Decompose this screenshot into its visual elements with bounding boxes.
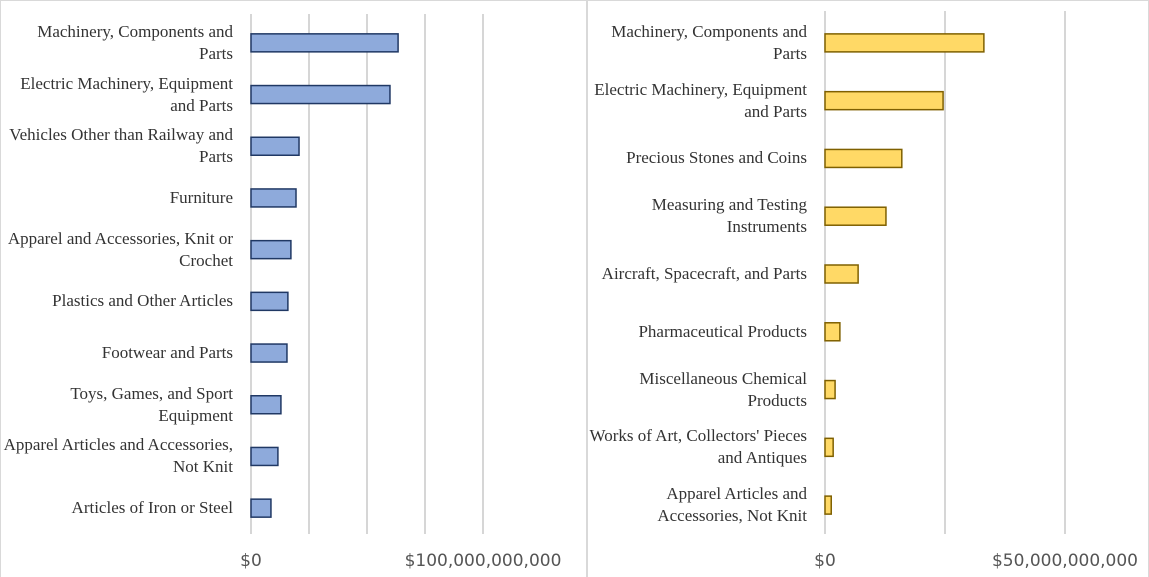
bar — [250, 498, 272, 518]
category-label: Measuring and Testing Instruments — [651, 195, 807, 237]
category-label: Apparel and Accessories, Knit or Crochet — [7, 228, 233, 270]
category-label: Apparel Articles and Accessories, Not Kn… — [657, 484, 807, 526]
bar — [250, 239, 292, 260]
category-label: Articles of Iron or Steel — [71, 498, 233, 518]
category-label: Works of Art, Collectors' Pieces and Ant… — [589, 426, 807, 468]
x-tick-label: $50,000,000,000 — [992, 551, 1138, 571]
bar — [250, 136, 300, 156]
bar — [824, 148, 903, 169]
bar — [824, 264, 859, 284]
x-tick-label: $0 — [814, 551, 836, 571]
category-label: Electric Machinery, Equipment and Parts — [594, 79, 807, 121]
category-label: Furniture — [169, 187, 233, 207]
bar — [824, 379, 836, 400]
x-tick-label: $0 — [240, 551, 262, 571]
bar — [250, 446, 279, 467]
category-label: Machinery, Components and Parts — [37, 21, 233, 63]
bar — [824, 495, 832, 515]
bar — [824, 90, 944, 111]
category-label: Electric Machinery, Equipment and Parts — [20, 73, 233, 115]
category-label: Miscellaneous Chemical Products — [639, 368, 807, 410]
category-label: Pharmaceutical Products — [638, 321, 807, 341]
bar — [250, 188, 297, 208]
x-tick-label: $100,000,000,000 — [405, 551, 562, 571]
category-label: Footwear and Parts — [101, 343, 233, 363]
bar — [824, 33, 985, 53]
category-label: Vehicles Other than Railway and Parts — [9, 125, 233, 167]
bar — [824, 437, 834, 458]
bar — [250, 33, 399, 53]
bar — [250, 291, 289, 312]
category-label: Toys, Games, and Sport Equipment — [70, 383, 233, 425]
category-label: Machinery, Components and Parts — [611, 21, 807, 63]
bar — [824, 322, 841, 342]
bar — [250, 395, 282, 415]
category-label: Plastics and Other Articles — [52, 291, 233, 311]
category-label: Aircraft, Spacecraft, and Parts — [601, 264, 807, 283]
category-label: Apparel Articles and Accessories, Not Kn… — [3, 435, 233, 477]
bar — [250, 84, 391, 105]
category-label: Precious Stones and Coins — [626, 148, 807, 168]
bar — [250, 343, 288, 363]
panel-frame — [0, 0, 587, 577]
bar — [824, 206, 887, 226]
